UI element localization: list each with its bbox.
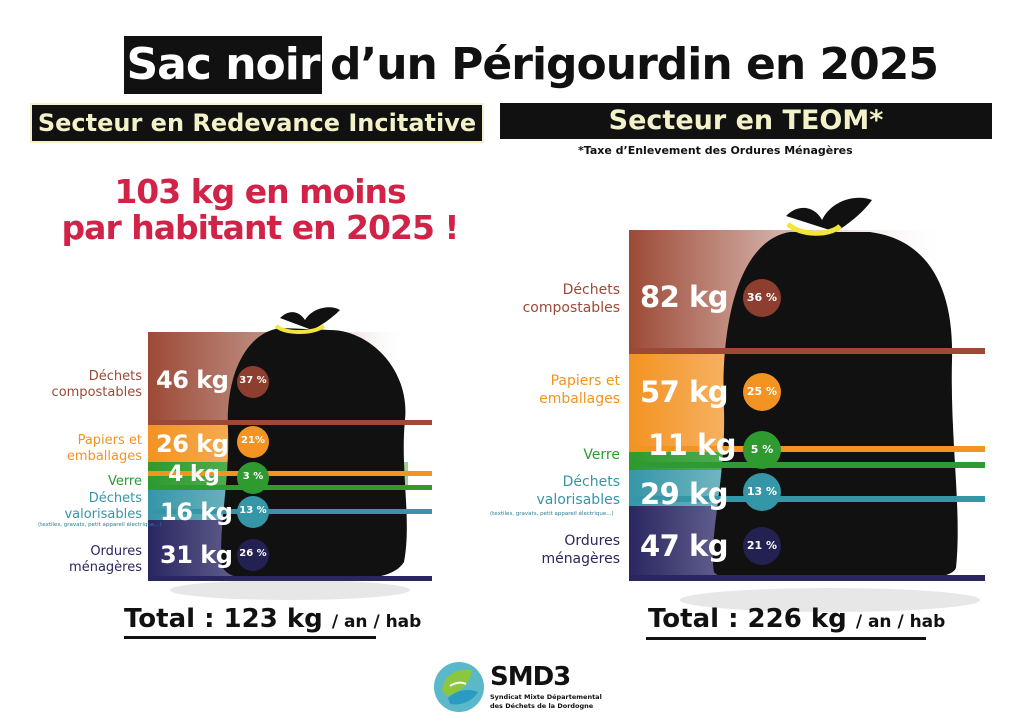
right-label-papiers: Papiers et emballages xyxy=(539,373,620,407)
left-label-compostables: Déchets compostables xyxy=(51,369,142,400)
smd3-logo: SMD3 Syndicat Mixte Départemental des Dé… xyxy=(432,660,602,716)
left-pct-valorisables: 13 % xyxy=(239,505,267,516)
pct-circle-valorisables xyxy=(743,473,781,511)
right-total-main: Total : 226 kg xyxy=(648,604,847,634)
right-kg-compostables: 82 kg xyxy=(640,280,729,314)
pct-circle-valorisables xyxy=(237,496,269,528)
line-ordures xyxy=(148,576,432,581)
right-kg-verre: 11 kg xyxy=(648,428,737,462)
sector-right-header: Secteur en TEOM* xyxy=(500,103,992,139)
right-total-unit: / an / hab xyxy=(855,612,946,632)
left-label-papiers: Papiers et emballages xyxy=(66,433,142,464)
teom-footnote: *Taxe d’Enlevement des Ordures Ménagères xyxy=(578,144,853,157)
headline-line-2: par habitant en 2025 ! xyxy=(61,208,460,247)
title-rest: d’un Périgourdin en 2025 xyxy=(330,39,939,90)
right-kg-valorisables: 29 kg xyxy=(640,477,729,511)
right-pct-verre: 5 % xyxy=(750,443,774,456)
pct-circle-compostables xyxy=(743,279,781,317)
sector-left-header: Secteur en Redevance Incitative xyxy=(30,103,484,143)
line-valorisables xyxy=(629,496,985,502)
right-pct-papiers: 25 % xyxy=(746,385,778,398)
right-bag-graphic xyxy=(629,197,985,612)
line-valorisables xyxy=(148,509,432,514)
bag-tie-icon xyxy=(274,324,326,334)
right-pct-valorisables: 13 % xyxy=(746,485,778,498)
left-total: Total : 123 kg / an / hab xyxy=(124,604,421,634)
left-total-main: Total : 123 kg xyxy=(124,604,323,634)
right-pct-compostables: 36 % xyxy=(746,291,778,304)
right-label-compostables: Déchets compostables xyxy=(522,282,620,316)
bag-knot-icon xyxy=(786,197,872,232)
pct-circle-compostables xyxy=(237,366,269,398)
smd3-leaf-hand-logo-icon xyxy=(434,662,484,712)
bag-shadow xyxy=(170,580,410,600)
line-papiers xyxy=(629,446,985,452)
left-kg-valorisables: 16 kg xyxy=(160,498,233,526)
line-ordures xyxy=(629,575,985,581)
left-kg-compostables: 46 kg xyxy=(156,366,229,394)
line-papiers xyxy=(148,471,432,476)
right-label-verre: Verre xyxy=(583,447,620,463)
bag-tie-icon xyxy=(786,222,842,236)
right-pct-ordures: 21 % xyxy=(746,539,778,552)
left-pct-ordures: 26 % xyxy=(239,548,267,559)
line-compostables xyxy=(629,348,985,354)
left-valorisables-note: (textiles, gravats, petit appareil élect… xyxy=(38,522,162,528)
right-label-ordures: Ordures ménagères xyxy=(541,533,620,567)
left-label-valorisables: Déchets valorisables xyxy=(64,491,142,522)
right-label-valorisables: Déchets valorisables xyxy=(536,474,620,508)
bag-knot-icon xyxy=(280,307,340,330)
left-total-unit: / an / hab xyxy=(331,612,422,632)
logo-line-2: des Déchets de la Dordogne xyxy=(490,702,594,710)
pct-circle-verre xyxy=(237,462,269,494)
left-label-ordures: Ordures ménagères xyxy=(69,544,142,575)
line-verre xyxy=(629,462,985,468)
pct-circle-ordures xyxy=(743,527,781,565)
headline: 103 kg en moins par habitant en 2025 ! xyxy=(40,174,480,246)
line-verre xyxy=(148,485,432,490)
line-compostables xyxy=(148,420,432,425)
left-label-verre: Verre xyxy=(107,474,142,489)
left-kg-verre: 4 kg xyxy=(168,462,220,487)
pct-circle-papiers xyxy=(743,373,781,411)
pct-circle-ordures xyxy=(237,539,269,571)
pct-circle-verre xyxy=(743,431,781,469)
left-pct-compostables: 37 % xyxy=(239,375,267,386)
bag-shadow xyxy=(680,588,980,612)
right-kg-papiers: 57 kg xyxy=(640,375,729,409)
right-total: Total : 226 kg / an / hab xyxy=(648,604,945,634)
logo-line-1: Syndicat Mixte Départemental xyxy=(490,693,602,701)
title-highlight: Sac noir xyxy=(124,36,322,94)
left-pct-verre: 3 % xyxy=(242,471,264,482)
right-total-underline xyxy=(646,637,926,640)
logo-name: SMD3 xyxy=(490,662,571,692)
page-title: Sac noir d’un Périgourdin en 2025 xyxy=(0,34,1024,98)
left-total-underline xyxy=(124,636,376,639)
left-bag-graphic xyxy=(148,307,432,600)
left-kg-papiers: 26 kg xyxy=(156,430,229,458)
pct-circle-papiers xyxy=(237,426,269,458)
left-kg-ordures: 31 kg xyxy=(160,541,233,569)
headline-line-1: 103 kg en moins xyxy=(114,172,406,211)
left-pct-papiers: 21% xyxy=(241,435,265,446)
right-kg-ordures: 47 kg xyxy=(640,529,729,563)
right-valorisables-note: (textiles, gravats, petit appareil élect… xyxy=(490,511,614,517)
